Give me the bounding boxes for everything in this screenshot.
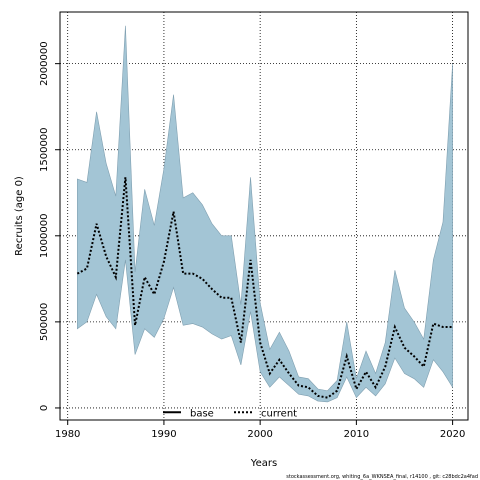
y-axis-title: Recruits (age 0) xyxy=(14,176,25,256)
footer-note: stockassessment.org, whiting_6a_WKNSEA_f… xyxy=(286,474,478,480)
y-tick-label: 500000 xyxy=(39,303,50,341)
y-tick-label: 1000000 xyxy=(39,214,50,259)
confidence-band-group xyxy=(77,25,453,403)
x-tick-label: 1990 xyxy=(151,429,176,440)
y-tick-label: 0 xyxy=(39,405,50,411)
y-axis: 0 500000 1000000 1500000 2000000 xyxy=(39,41,60,411)
y-tick-label: 1500000 xyxy=(39,127,50,172)
series-lines-group xyxy=(76,177,453,399)
confidence-band xyxy=(77,25,453,403)
y-tick-label: 2000000 xyxy=(39,41,50,86)
legend: base current xyxy=(163,408,297,419)
legend-current-label: current xyxy=(261,408,297,419)
x-tick-label: 2000 xyxy=(247,429,272,440)
legend-base-label: base xyxy=(190,408,214,419)
current-series-line xyxy=(76,177,453,399)
x-tick-label: 1980 xyxy=(55,429,80,440)
x-axis: 1980 1990 2000 2010 2020 xyxy=(55,420,465,440)
plot-frame xyxy=(59,11,469,421)
x-tick-label: 2020 xyxy=(440,429,465,440)
x-tick-label: 2010 xyxy=(344,429,369,440)
x-axis-title: Years xyxy=(250,458,277,469)
